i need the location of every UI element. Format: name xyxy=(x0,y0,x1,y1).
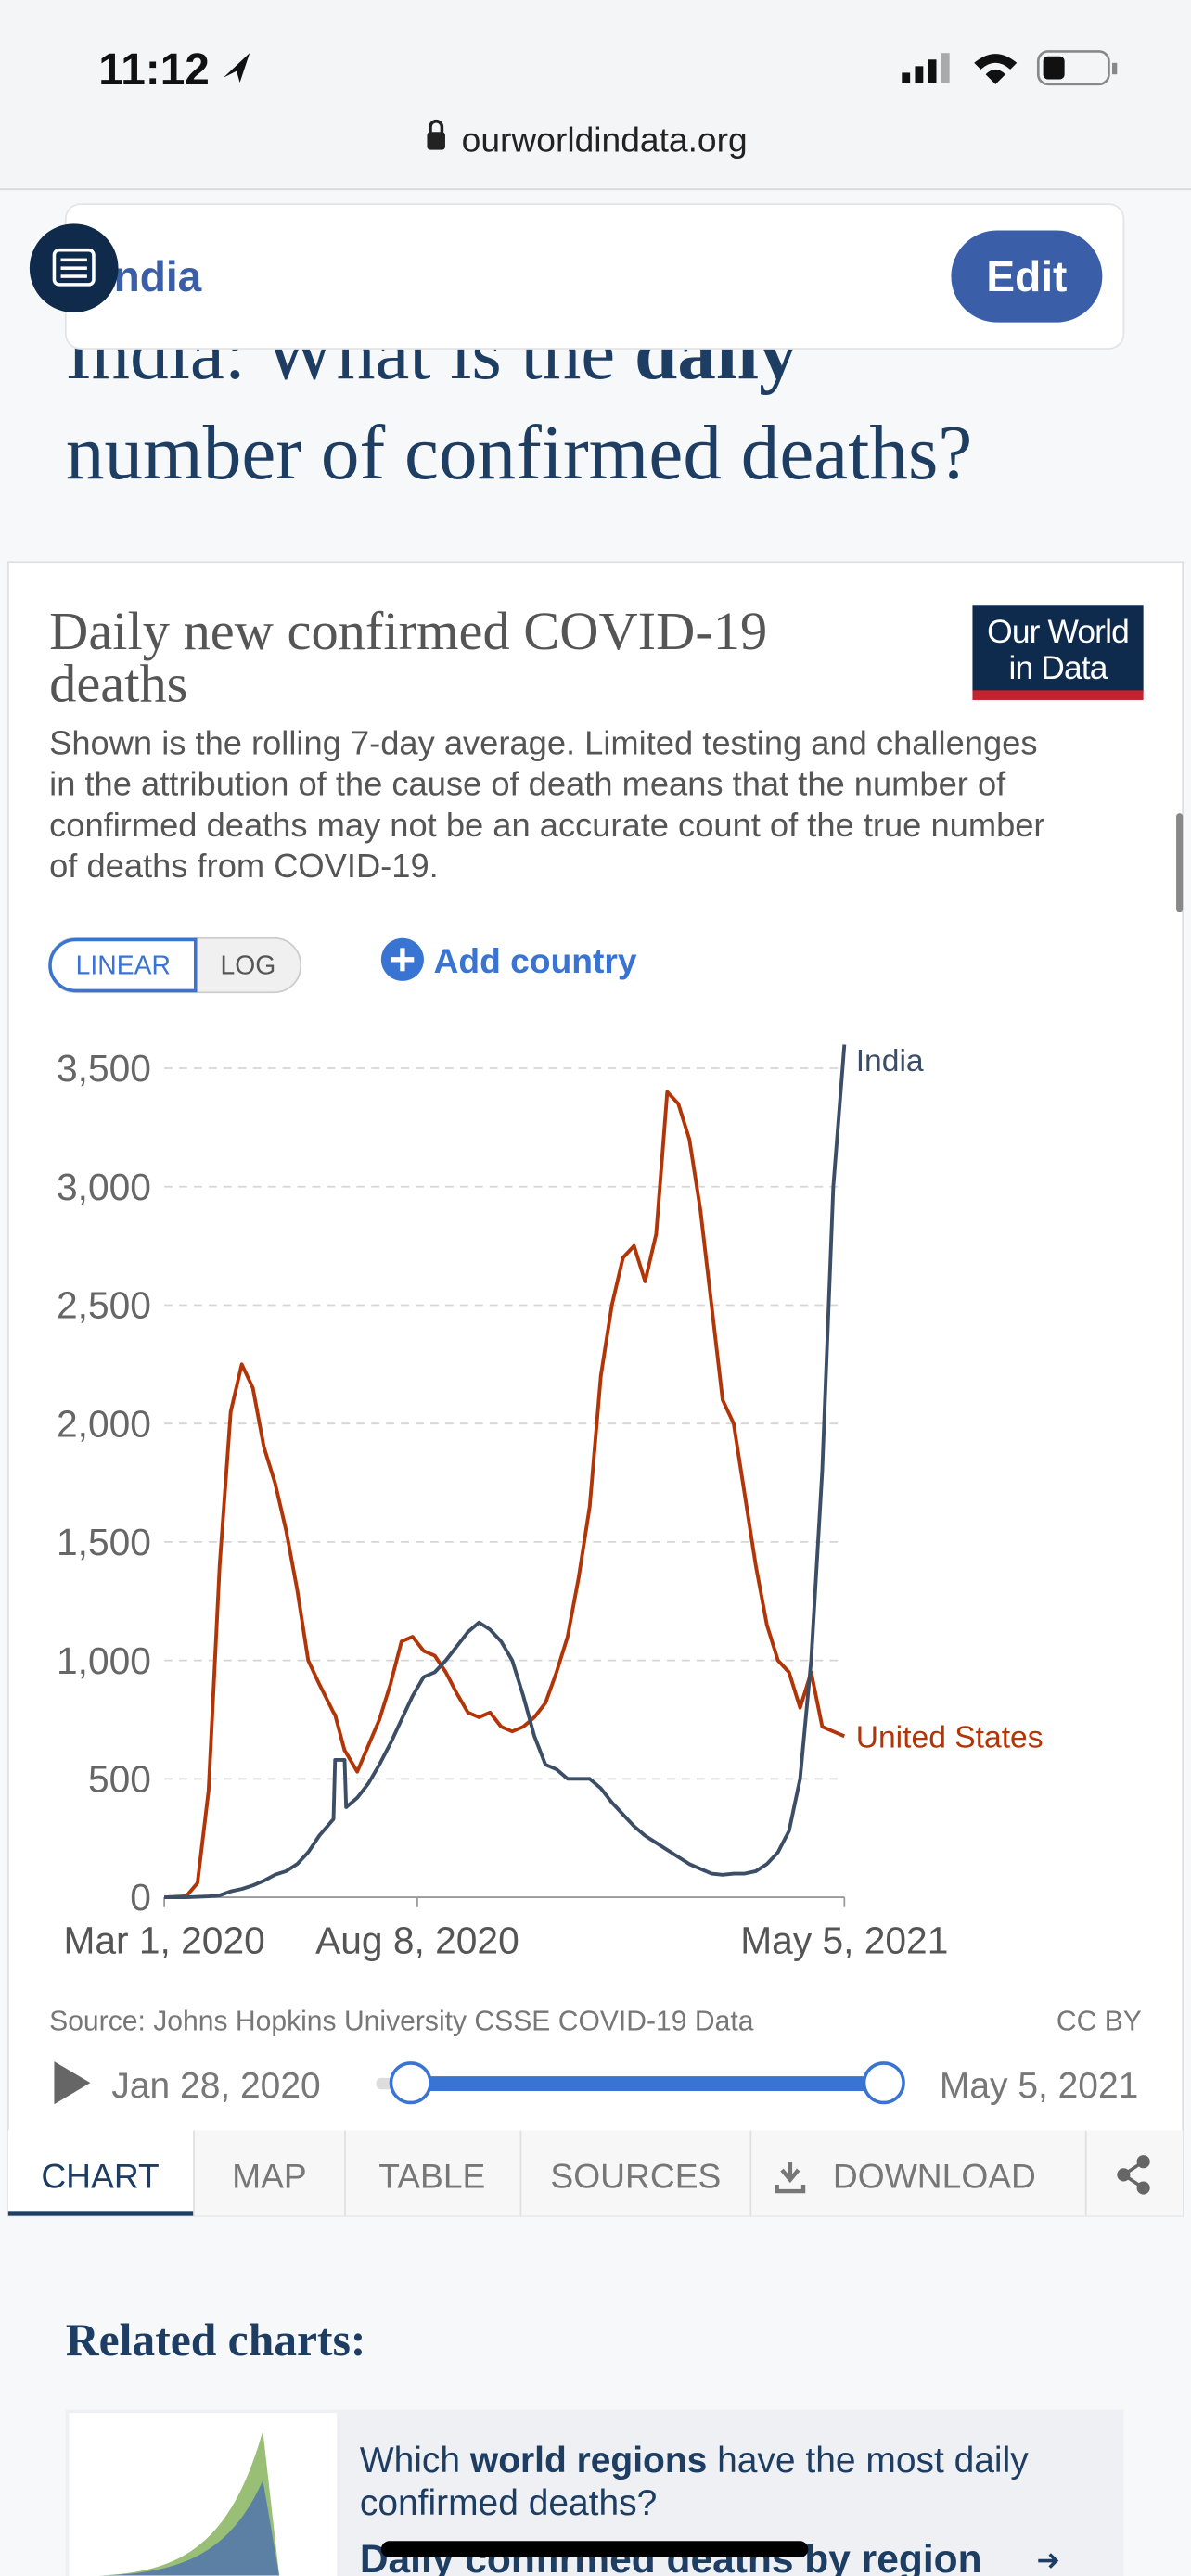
tab-active xyxy=(7,2130,194,2216)
heading-line: number of confirmed deaths? xyxy=(66,411,972,496)
play-button[interactable] xyxy=(54,2061,91,2105)
question-part: world regions xyxy=(469,2441,707,2480)
add-plus xyxy=(391,948,415,972)
link-arrow xyxy=(1038,2553,1059,2569)
linear-button[interactable] xyxy=(48,937,198,993)
slider-handle[interactable] xyxy=(862,2061,905,2105)
tab[interactable]: DOWNLOAD xyxy=(833,2157,1036,2196)
tab-underline xyxy=(7,2211,194,2216)
log-label[interactable]: LOG xyxy=(221,951,276,981)
chart-subtitle: Shown is the rolling 7-day average. Limi… xyxy=(49,723,1037,761)
tab[interactable]: CHART xyxy=(41,2157,159,2196)
lock-icon xyxy=(427,132,445,150)
slider-range xyxy=(410,2076,884,2092)
y-tick-label: 2,000 xyxy=(57,1402,151,1445)
status-time: 11:12 xyxy=(98,45,210,95)
logo-text: Our World xyxy=(987,613,1129,650)
share-icon[interactable] xyxy=(1117,2155,1150,2195)
plot: 0 500 1,000 1,500 2,000 2,500 3,000 3,500 Mar 1,… xyxy=(57,1044,1044,1961)
y-tick-label: 0 xyxy=(130,1876,151,1919)
chart-subtitle: in the attribution of the cause of death… xyxy=(49,765,1006,803)
edit-label[interactable]: Edit xyxy=(986,252,1067,300)
x-tick-label: May 5, 2021 xyxy=(740,1919,948,1961)
chart-subtitle: confirmed deaths may not be an accurate … xyxy=(49,806,1044,844)
chart-title: Daily new confirmed COVID-19 xyxy=(49,601,767,661)
edit-button[interactable] xyxy=(951,230,1103,323)
y-tick-label: 2,500 xyxy=(57,1284,151,1327)
x-tick-label: Mar 1, 2020 xyxy=(63,1919,264,1961)
linear-label[interactable]: LINEAR xyxy=(76,951,171,981)
question-part: Which xyxy=(360,2441,470,2480)
license[interactable]: CC BY xyxy=(1057,2007,1142,2037)
tab-dividers xyxy=(193,2130,1087,2216)
country-name: India xyxy=(102,252,202,300)
logo-text: in Data xyxy=(1009,649,1108,686)
location-icon xyxy=(223,53,250,83)
home-indicator xyxy=(380,2541,809,2558)
chart-subtitle: of deaths from COVID-19. xyxy=(49,847,439,885)
add-country[interactable]: Add country xyxy=(434,941,637,980)
y-tick-label: 3,500 xyxy=(57,1047,151,1090)
tab[interactable]: MAP xyxy=(232,2157,307,2196)
series-line xyxy=(163,1090,846,1899)
timeline-start: Jan 28, 2020 xyxy=(111,2066,320,2106)
series-label: India xyxy=(856,1044,924,1078)
thumbnail-shape xyxy=(98,2480,280,2576)
chart-title: deaths xyxy=(49,654,187,714)
source: Source: Johns Hopkins University CSSE CO… xyxy=(49,2007,754,2037)
toc-icon xyxy=(52,248,96,287)
series-label: United States xyxy=(856,1721,1044,1755)
question-part: have the most daily xyxy=(707,2441,1029,2480)
timeline-end: May 5, 2021 xyxy=(940,2066,1138,2106)
series-line xyxy=(164,1044,847,1900)
related-question: Which world regions have the most daily xyxy=(360,2441,1029,2480)
x-tick-label: Aug 8, 2020 xyxy=(315,1919,519,1961)
y-tick-label: 1,000 xyxy=(57,1639,151,1682)
chart-card xyxy=(6,561,1185,2217)
browser-bar xyxy=(0,0,1191,190)
download-icon xyxy=(775,2162,806,2194)
related-question: confirmed deaths? xyxy=(360,2483,657,2523)
y-tick-label: 3,000 xyxy=(57,1166,151,1208)
url[interactable]: ourworldindata.org xyxy=(462,120,748,159)
y-tick-label: 1,500 xyxy=(57,1521,151,1563)
tab-bar xyxy=(7,2130,1184,2216)
tab[interactable]: SOURCES xyxy=(550,2157,721,2196)
scrollbar xyxy=(1176,813,1184,912)
slider-handle[interactable] xyxy=(389,2061,432,2105)
related-heading: Related charts: xyxy=(66,2315,366,2366)
logo[interactable] xyxy=(972,605,1144,693)
lock-shackle xyxy=(429,119,444,134)
tab[interactable]: TABLE xyxy=(378,2157,485,2196)
status-icons xyxy=(902,50,1118,86)
logo-bar xyxy=(972,690,1144,700)
y-tick-label: 500 xyxy=(88,1758,151,1801)
